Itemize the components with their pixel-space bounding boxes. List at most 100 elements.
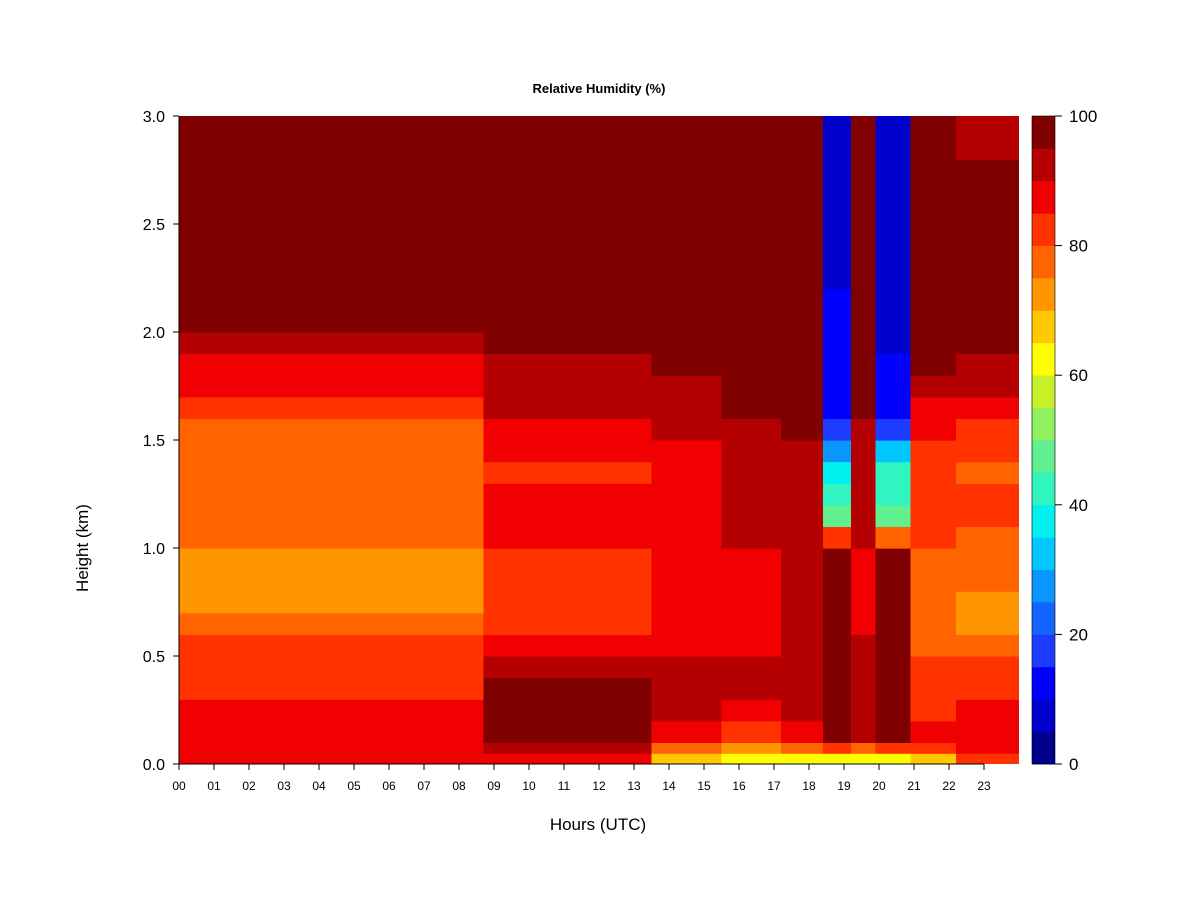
heatmap-cell <box>179 440 485 463</box>
heatmap-cell <box>956 526 1019 549</box>
heatmap-cell <box>721 753 782 764</box>
colorbar-segment <box>1032 375 1055 408</box>
colorbar-segment <box>1032 310 1055 344</box>
heatmap-cell <box>875 461 912 484</box>
heatmap-cell <box>823 699 852 722</box>
x-tick-label: 09 <box>487 779 501 793</box>
heatmap-cell <box>823 396 852 419</box>
colorbar-segment <box>1032 666 1055 700</box>
heatmap-cell <box>781 591 824 614</box>
colorbar-tick-label: 0 <box>1069 755 1078 774</box>
colorbar-segment <box>1032 537 1055 570</box>
x-tick-label: 06 <box>382 779 396 793</box>
heatmap-cell <box>179 591 485 614</box>
heatmap-cell <box>651 569 723 592</box>
heatmap-cell <box>179 332 485 355</box>
heatmap-cell <box>823 753 852 764</box>
x-tick-label: 15 <box>697 779 711 793</box>
x-tick-label: 21 <box>907 779 921 793</box>
heatmap-cell <box>483 418 653 441</box>
heatmap-cell <box>851 569 877 592</box>
heatmap-cell <box>910 440 957 463</box>
heatmap-cell <box>823 677 852 700</box>
colorbar: 0 20 40 60 80 100 <box>1031 107 1097 774</box>
heatmap-cell <box>875 375 912 398</box>
colorbar-tick-label: 20 <box>1069 625 1088 644</box>
heatmap-cell <box>781 461 824 484</box>
heatmap-cell <box>721 418 782 441</box>
heatmap-cell <box>483 656 653 679</box>
heatmap-cell <box>651 396 723 419</box>
heatmap-cell <box>651 677 723 700</box>
heatmap-cell <box>851 332 877 355</box>
heatmap-cell <box>483 353 653 376</box>
heatmap-cell <box>910 569 957 592</box>
heatmap-cell <box>823 224 852 290</box>
heatmap-cell <box>483 634 653 657</box>
heatmap-cell <box>781 526 824 549</box>
x-tick-label: 12 <box>592 779 606 793</box>
heatmap-cell <box>721 483 782 506</box>
heatmap-cell <box>179 720 485 743</box>
heatmap-cell <box>651 461 723 484</box>
heatmap-cell <box>823 288 852 333</box>
heatmap-cell <box>651 591 723 614</box>
heatmap-cell <box>721 461 782 484</box>
heatmap-cell <box>910 159 957 225</box>
heatmap-cell <box>651 332 723 355</box>
heatmap-cell <box>721 116 782 160</box>
heatmap-cell <box>875 159 912 225</box>
heatmap-cell <box>823 375 852 398</box>
heatmap-cell <box>179 742 485 754</box>
heatmap-cell <box>179 504 485 527</box>
heatmap-cell <box>483 526 653 549</box>
heatmap-cell <box>851 375 877 398</box>
heatmap-cell <box>781 548 824 571</box>
heatmap-cell <box>781 612 824 635</box>
heatmap-cell <box>910 288 957 333</box>
heatmap-cell <box>956 224 1019 290</box>
heatmap-cell <box>179 753 485 764</box>
heatmap-cell <box>823 440 852 463</box>
heatmap-cell <box>851 396 877 419</box>
colorbar-segment <box>1032 278 1055 311</box>
x-tick-label: 13 <box>627 779 641 793</box>
heatmap-cell <box>851 591 877 614</box>
heatmap-cell <box>851 461 877 484</box>
heatmap-cell <box>823 159 852 225</box>
heatmap-cell <box>851 634 877 657</box>
heatmap-cell <box>781 375 824 398</box>
heatmap-cell <box>179 634 485 657</box>
heatmap-cell <box>721 440 782 463</box>
heatmap-cell <box>179 224 485 290</box>
heatmap-cell <box>721 504 782 527</box>
heatmap-cell <box>851 483 877 506</box>
heatmap-cell <box>781 224 824 290</box>
heatmap-cell <box>851 548 877 571</box>
heatmap-cell <box>179 569 485 592</box>
x-tick-label: 14 <box>662 779 676 793</box>
heatmap-cell <box>956 396 1019 419</box>
heatmap-cell <box>651 116 723 160</box>
heatmap-cell <box>721 656 782 679</box>
heatmap-cell <box>851 418 877 441</box>
y-axis: 0.0 0.5 1.0 1.5 2.0 2.5 3.0 <box>143 109 180 774</box>
colorbar-segment <box>1032 634 1055 668</box>
heatmap-cell <box>823 483 852 506</box>
heatmap-cell <box>781 504 824 527</box>
x-axis-label: Hours (UTC) <box>550 815 646 834</box>
heatmap-cell <box>910 548 957 571</box>
heatmap-cell <box>179 375 485 398</box>
heatmap-cell <box>483 440 653 463</box>
heatmap-cell <box>956 569 1019 592</box>
heatmap-cell <box>781 332 824 355</box>
chart-title: Relative Humidity (%) <box>533 81 666 96</box>
heatmap-cell <box>179 656 485 679</box>
heatmap-cell <box>956 332 1019 355</box>
heatmap-cell <box>781 288 824 333</box>
heatmap-cell <box>483 332 653 355</box>
heatmap-cell <box>651 699 723 722</box>
colorbar-segment <box>1032 504 1055 538</box>
heatmap-cell <box>483 591 653 614</box>
